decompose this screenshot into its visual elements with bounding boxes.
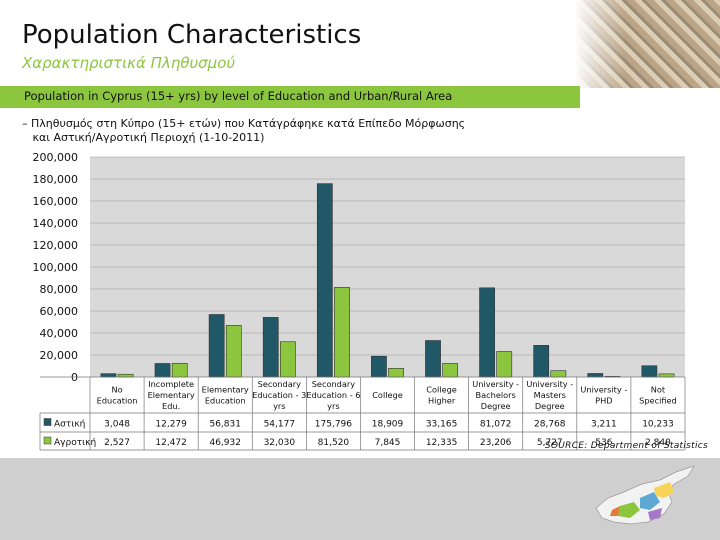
data-label: 18,909: [372, 420, 404, 430]
y-tick-label: 180,000: [33, 173, 79, 186]
data-label: 56,831: [209, 420, 241, 430]
x-tick-label: University -: [472, 379, 519, 389]
y-tick-label: 200,000: [33, 151, 79, 164]
y-tick-label: 100,000: [33, 261, 79, 274]
y-tick-label: 40,000: [40, 327, 79, 340]
data-label: 33,165: [426, 420, 458, 430]
source-note: SOURCE: Department of Statistics: [544, 441, 708, 451]
data-label: 28,768: [534, 420, 566, 430]
bar-urban: [100, 373, 117, 378]
bar-rural: [442, 363, 459, 378]
bar-urban: [641, 365, 658, 378]
data-label: 3,048: [104, 420, 130, 430]
legend-label: Αστική: [54, 420, 85, 430]
cyprus-map-icon: [595, 465, 695, 525]
y-tick-label: 160,000: [33, 195, 79, 208]
chart-banner-text: Population in Cyprus (15+ yrs) by level …: [24, 89, 453, 103]
page-subtitle: Χαρακτηριστικά Πληθυσμού: [22, 54, 236, 72]
data-label: 7,845: [375, 438, 401, 448]
x-tick-label: Education - 3: [252, 390, 306, 400]
bar-chart: 0 20,000 40,000 60,000 80,000 100,000 120,000 1…: [33, 151, 686, 451]
chart-description: – Πληθυσμός στη Κύπρο (15+ ετών) που Κατ…: [22, 117, 466, 144]
data-label: 32,030: [264, 438, 296, 448]
data-label: 12,472: [155, 438, 187, 448]
x-tick-label: Incomplete: [148, 379, 194, 389]
y-tick-label: 20,000: [40, 349, 79, 362]
y-tick-label: 80,000: [40, 283, 79, 296]
data-label: 46,932: [209, 438, 241, 448]
x-tick-label: Secondary: [312, 379, 356, 389]
legend-label: Αγροτική: [54, 438, 96, 448]
x-tick-label: College: [426, 385, 457, 395]
x-tick-label: Education - 6: [306, 390, 360, 400]
header-photo: [575, 0, 720, 88]
data-label: 54,177: [264, 420, 296, 430]
y-tick-label: 120,000: [33, 239, 79, 252]
data-label: 10,233: [642, 420, 674, 430]
x-tick-label: Degree: [535, 401, 565, 411]
bar-urban: [533, 345, 550, 378]
data-label: 23,206: [480, 438, 512, 448]
bar-rural: [496, 351, 513, 378]
data-label: 12,335: [426, 438, 458, 448]
x-tick-label: Higher: [428, 396, 456, 406]
x-tick-label: No: [111, 385, 122, 395]
chart-banner: Population in Cyprus (15+ yrs) by level …: [0, 86, 580, 108]
x-tick-label: yrs: [273, 401, 285, 411]
bar-rural: [334, 287, 350, 378]
x-tick-label: Edu.: [162, 401, 180, 411]
data-label: 81,520: [318, 438, 350, 448]
bar-rural: [658, 373, 675, 378]
data-label: 12,279: [155, 420, 187, 430]
y-tick-label: 0: [71, 371, 78, 384]
bar-rural: [388, 368, 404, 378]
x-tick-label: Masters: [534, 390, 566, 400]
bar-urban: [479, 287, 495, 378]
bar-urban: [208, 314, 225, 378]
x-tick-label: Not: [651, 385, 666, 395]
bar-rural: [117, 373, 134, 378]
x-tick-label: Secondary: [258, 379, 302, 389]
bar-urban: [425, 340, 441, 378]
bar-rural: [550, 370, 567, 378]
x-tick-label: University -: [526, 379, 573, 389]
y-tick-label: 60,000: [40, 305, 79, 318]
bar-urban: [316, 183, 333, 378]
bar-rural: [280, 341, 296, 378]
bar-rural: [171, 362, 188, 378]
x-tick-label: Education: [205, 396, 246, 406]
x-tick-label: yrs: [327, 401, 339, 411]
x-tick-label: Bachelors: [476, 390, 516, 400]
x-tick-label: University -: [580, 385, 627, 395]
bar-urban: [154, 363, 171, 378]
data-label: 81,072: [480, 420, 512, 430]
data-label: 3,211: [591, 420, 617, 430]
data-label: 5,727: [537, 438, 563, 448]
legend-swatch: [43, 436, 52, 445]
x-tick-label: Education: [97, 396, 138, 406]
data-label: 2,527: [104, 438, 130, 448]
x-tick-label: Specified: [639, 396, 677, 406]
data-label: 2,840: [645, 438, 671, 448]
x-tick-label: Elementary: [202, 385, 249, 395]
y-tick-label: 140,000: [33, 217, 79, 230]
bar-urban: [262, 317, 279, 378]
bar-urban: [371, 355, 387, 378]
bar-rural: [225, 325, 242, 378]
x-tick-label: Elementary: [148, 390, 195, 400]
x-tick-label: College: [372, 390, 403, 400]
footer-band: [0, 458, 720, 540]
x-tick-label: PHD: [595, 396, 612, 406]
bar-urban: [587, 373, 604, 378]
x-tick-label: Degree: [481, 401, 511, 411]
legend-swatch: [43, 418, 52, 426]
data-label: 536: [595, 438, 612, 448]
data-label: 175,796: [315, 420, 352, 430]
page-title: Population Characteristics: [22, 20, 362, 50]
